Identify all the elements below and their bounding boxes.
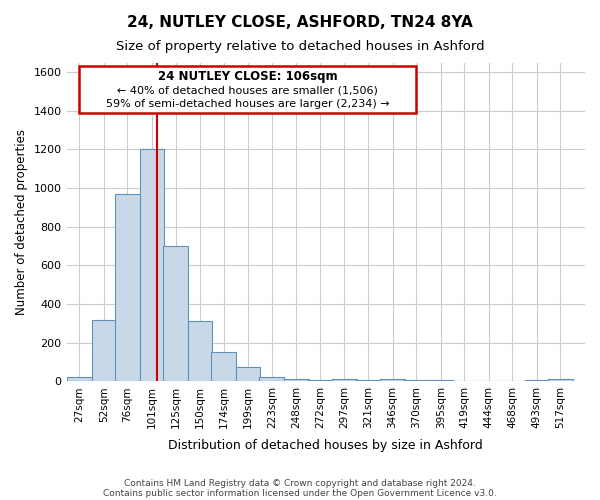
Bar bbox=[92, 320, 116, 382]
Text: Size of property relative to detached houses in Ashford: Size of property relative to detached ho… bbox=[116, 40, 484, 53]
Bar bbox=[548, 378, 573, 382]
Text: 24 NUTLEY CLOSE: 106sqm: 24 NUTLEY CLOSE: 106sqm bbox=[158, 70, 338, 83]
Bar bbox=[211, 352, 236, 382]
Bar bbox=[115, 194, 140, 382]
Text: Contains public sector information licensed under the Open Government Licence v3: Contains public sector information licen… bbox=[103, 488, 497, 498]
Y-axis label: Number of detached properties: Number of detached properties bbox=[15, 129, 28, 315]
Bar bbox=[404, 380, 428, 382]
Bar bbox=[188, 322, 212, 382]
Bar bbox=[332, 378, 357, 382]
Text: 24, NUTLEY CLOSE, ASHFORD, TN24 8YA: 24, NUTLEY CLOSE, ASHFORD, TN24 8YA bbox=[127, 15, 473, 30]
Bar bbox=[428, 380, 453, 382]
Text: ← 40% of detached houses are smaller (1,506): ← 40% of detached houses are smaller (1,… bbox=[117, 86, 378, 96]
Bar bbox=[236, 367, 260, 382]
Text: 59% of semi-detached houses are larger (2,234) →: 59% of semi-detached houses are larger (… bbox=[106, 100, 389, 110]
Bar bbox=[380, 378, 405, 382]
Text: Contains HM Land Registry data © Crown copyright and database right 2024.: Contains HM Land Registry data © Crown c… bbox=[124, 478, 476, 488]
Bar bbox=[308, 380, 332, 382]
Bar bbox=[524, 380, 549, 382]
Bar bbox=[284, 378, 308, 382]
Bar bbox=[259, 376, 284, 382]
Bar bbox=[356, 380, 380, 382]
X-axis label: Distribution of detached houses by size in Ashford: Distribution of detached houses by size … bbox=[169, 440, 483, 452]
Bar bbox=[140, 150, 164, 382]
Bar bbox=[79, 66, 416, 113]
Bar bbox=[67, 376, 92, 382]
Bar bbox=[163, 246, 188, 382]
